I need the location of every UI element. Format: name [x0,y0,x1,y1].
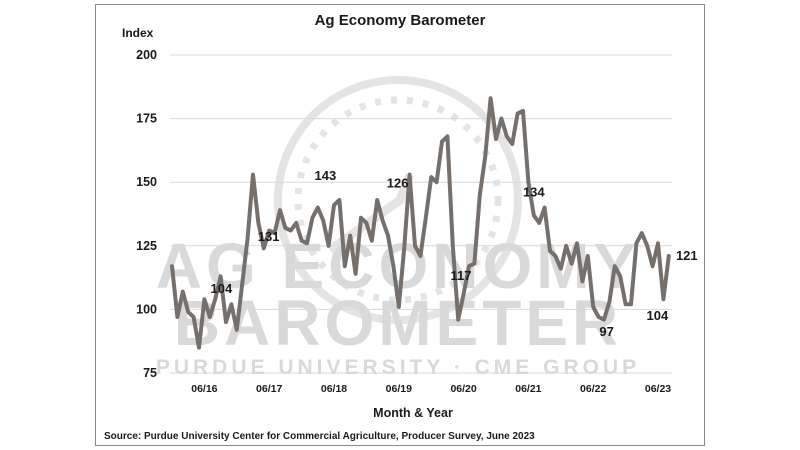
y-tick-label: 150 [136,175,157,189]
data-label: 143 [315,168,337,183]
data-label: 134 [523,184,545,199]
x-tick-label: 06/16 [191,383,217,395]
y-tick-label: 75 [143,366,157,380]
x-tick-label: 06/19 [386,383,412,395]
data-label: 104 [211,281,233,296]
x-tick-label: 06/17 [256,383,282,395]
y-tick-label: 100 [136,302,157,316]
x-tick-label: 06/21 [515,383,541,395]
data-label: 97 [599,324,613,339]
data-label: 121 [676,248,698,263]
source-note: Source: Purdue University Center for Com… [104,431,535,442]
y-tick-labels: 75 100 125 150 175 200 [136,48,157,380]
x-tick-label: 06/23 [645,383,671,395]
y-tick-label: 200 [136,48,157,62]
chart-title: Ag Economy Barometer [315,12,486,29]
annotations: 104 131 143 126 117 134 97 104 121 [211,168,698,339]
data-label: 104 [647,308,669,323]
x-axis-label: Month & Year [373,406,453,420]
data-label: 131 [258,229,280,244]
watermark-gauge-outer [274,76,522,324]
series-group [170,96,671,350]
x-tick-labels: 06/16 06/17 06/18 06/19 06/20 06/21 06/22 06/23 [191,383,671,395]
data-label: 117 [451,268,472,283]
x-tick-label: 06/22 [580,383,606,395]
x-tick-label: 06/18 [321,383,347,395]
x-tick-label: 06/20 [450,383,476,395]
watermark: AG ECONOMY BAROMETER PURDUE UNIVERSITY ·… [156,76,640,379]
watermark-gauge-inner [294,96,502,304]
data-label: 126 [387,176,409,191]
y-axis-label: Index [122,26,154,40]
watermark-line3: PURDUE UNIVERSITY · CME GROUP [156,356,640,379]
watermark-arrow [327,173,415,254]
y-tick-label: 125 [136,239,157,253]
series-line [170,96,671,350]
y-tick-label: 175 [136,112,157,126]
